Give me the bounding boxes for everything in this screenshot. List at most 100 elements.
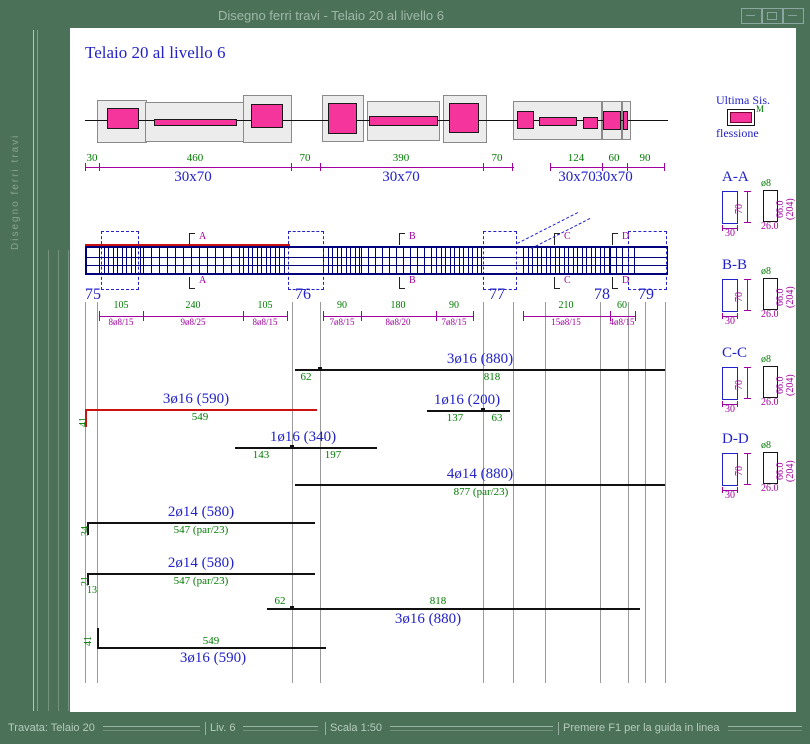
section-mark-letter: D [622,231,630,242]
dim-line [85,167,514,168]
rebar-dim: 547 (par/23) [173,524,229,536]
grid-line [665,302,666,683]
status-segment: Scala 1:50 [325,720,553,736]
cross-section-hdim-tick [744,279,751,280]
stirrup-hatch-line [472,247,473,273]
stirrup-hatch-line [568,247,569,273]
cross-section-wdim-tick [737,401,738,407]
rebar-dim: 137 [446,412,464,424]
stirrup-dim-number: 60 [617,300,627,311]
minimize-button[interactable] [741,8,762,24]
stirrup-hatch-line [143,247,144,273]
status-bar: Travata: Telaio 20 Liv. 6 Scala 1:50 Pre… [0,712,810,744]
cross-section-height: 70 [734,466,745,476]
close-button[interactable] [783,8,804,24]
beam-inner-line [85,257,667,258]
section-mark-bracket [554,233,560,234]
rebar-line [85,409,317,411]
stirrup-hatch-line [595,247,596,273]
cross-section-hdim-tick [744,453,751,454]
stirrup-dim-line [99,316,287,317]
rebar-hook [97,628,99,647]
grid-line [513,302,514,683]
stirrup-diameter: ø8 [761,440,771,451]
dim-tick [627,163,628,171]
section-mark-letter: C [564,231,571,242]
dim-number: 124 [567,152,585,164]
beam-top-line [85,246,667,248]
stirrup-hatch-line [476,247,478,273]
stirrup-dim-tick [610,311,611,321]
stirrup-hatch-line [99,247,100,273]
stirrup-dim-tick [361,311,362,321]
rebar-line [97,647,326,649]
cross-section-height: 70 [734,380,745,390]
rebar-hook [85,409,87,427]
moment-steel-block [251,104,283,128]
section-mark-bracket [612,233,618,234]
rebar-hook [87,573,89,585]
stirrup-dim-tick [243,311,244,321]
stirrup-hatch-line [554,247,556,273]
cross-section-hdim-line [747,191,748,222]
stirrup-hatch-line [559,247,560,273]
stirrup-hatch-line [243,247,244,273]
cross-section-outline [722,191,738,224]
cross-section-hdim-tick [744,222,751,223]
dim-number: 30 [86,152,98,164]
rebar-label: 1ø16 (340) [269,429,337,445]
stirrup-hatch-line [550,247,551,273]
stirrup-hatch-line [634,247,635,273]
stirrup-hatch-line [599,247,601,273]
stirrup-dim-number: 105 [257,300,273,311]
stirrup-hatch-line [445,247,446,273]
dim-tick [602,163,603,171]
stirrup-hatch-line [256,247,258,273]
section-mark-bracket [554,277,555,289]
grid-line [85,302,86,683]
stirrup-diameter: ø8 [761,178,771,189]
rebar-label: 3ø16 (590) [162,391,230,407]
moment-steel-block [517,111,534,129]
stirrup-hatch-line [458,247,460,273]
stirrup-hatch-line [341,247,342,273]
node-label: 75 [85,286,101,303]
rebar-label: 4ø14 (880) [446,466,514,482]
cross-section-hdim-tick [744,367,751,368]
stirrup-hatch-line [279,247,280,273]
stirrup-hatch-line [440,247,442,273]
cross-section-wdim-line [722,490,737,491]
section-mark-bracket [554,288,560,289]
stirrup-hatch-line [183,247,184,273]
stirrup-diameter: ø8 [761,354,771,365]
rebar-dim: 63 [491,412,503,424]
stirrup-hatch-line [375,247,376,273]
stirrup-hatch-line [410,247,411,273]
cross-section-hdim-tick [744,191,751,192]
stirrup-hatch-line [191,247,192,273]
stirrup-dim-line [323,316,473,317]
moment-steel-block [154,119,237,126]
stirrup-hatch-line [121,247,123,273]
grid-line [600,302,601,683]
stirrup-alt-length: (204) [785,460,796,482]
cross-section-name: C-C [722,345,748,361]
stirrup-hatch-line [417,247,418,273]
dim-number: 90 [639,152,651,164]
grid-line [545,302,546,683]
rebar-side-dim: 41 [78,417,89,427]
stirrup-count-label: 15ø8/15 [551,317,581,327]
rebar-label: 3ø16 (880) [446,351,514,367]
stirrup-hatch-line [159,247,160,273]
rebar-label: 2ø14 (580) [167,555,235,571]
rebar-dim: 143 [252,449,270,461]
stirrup-hatch-line [454,247,455,273]
stirrup-alt-length: (204) [785,374,796,396]
rebar-line [87,573,315,575]
stirrup-hatch-line [389,247,390,273]
stirrup-alt-length: (204) [785,198,796,220]
maximize-button[interactable] [762,8,783,24]
beam-left-edge [85,246,87,275]
stirrup-dim-tick [287,311,288,321]
stirrup-hatch-line [112,247,114,273]
